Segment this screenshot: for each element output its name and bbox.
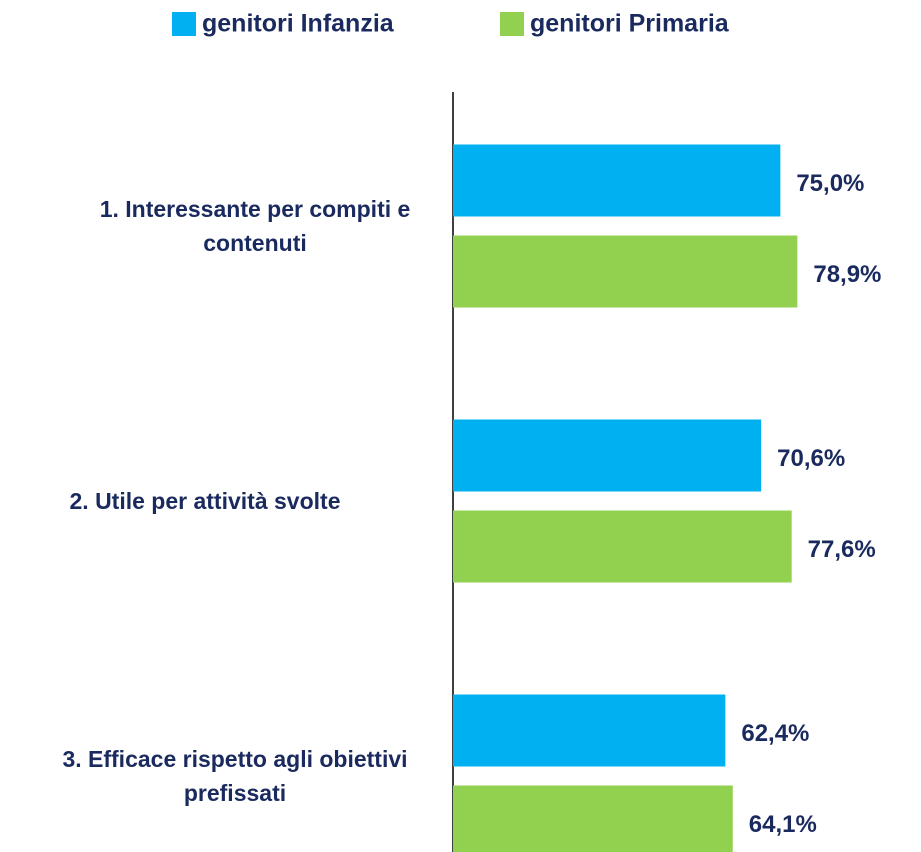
legend-swatch (500, 12, 524, 36)
category-label: 1. Interessante per compiti e contenuti (99, 196, 411, 256)
bar (453, 419, 762, 492)
bar (453, 235, 798, 308)
category-label: 2. Utile per attività svolte (69, 488, 341, 514)
bar (453, 144, 781, 217)
legend-swatch (172, 12, 196, 36)
bar (453, 510, 792, 583)
bar (453, 694, 726, 767)
category-label: 3. Efficace rispetto agli obiettivi pref… (62, 746, 408, 806)
value-label: 62,4% (741, 720, 809, 747)
value-label: 75,0% (796, 170, 864, 197)
value-label: 77,6% (808, 536, 876, 563)
legend-label: genitori Primaria (530, 10, 730, 38)
bar (453, 785, 733, 852)
value-label: 78,9% (813, 261, 881, 288)
value-label: 64,1% (749, 811, 817, 838)
value-label: 70,6% (777, 445, 845, 472)
legend-label: genitori Infanzia (202, 10, 395, 38)
